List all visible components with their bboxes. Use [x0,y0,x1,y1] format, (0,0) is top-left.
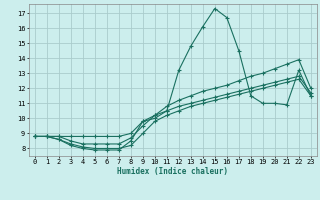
X-axis label: Humidex (Indice chaleur): Humidex (Indice chaleur) [117,167,228,176]
